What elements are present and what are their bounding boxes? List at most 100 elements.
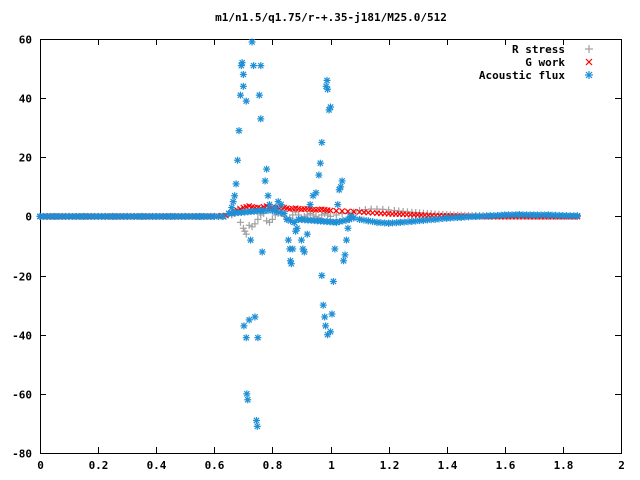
data-point [315, 171, 323, 179]
data-point [333, 207, 340, 214]
data-point [236, 91, 244, 99]
axis-ticks [40, 39, 622, 454]
data-point [321, 313, 329, 321]
data-point [350, 214, 358, 222]
x-tick-label: 0.6 [205, 459, 225, 472]
data-point [334, 201, 342, 209]
data-point [277, 201, 285, 209]
data-point [284, 236, 292, 244]
data-point [215, 212, 223, 220]
legend-label: Acoustic flux [479, 69, 565, 82]
data-point [331, 245, 339, 253]
x-tick-label: 1.6 [496, 459, 516, 472]
data-point [219, 212, 227, 220]
data-point [337, 183, 345, 191]
data-point [573, 212, 581, 220]
data-point [264, 192, 272, 200]
y-tick-label: -20 [12, 271, 32, 284]
legend-label: R stress [512, 43, 565, 56]
data-point [287, 260, 295, 268]
x-tick-label: 1 [328, 459, 335, 472]
data-point [338, 177, 346, 185]
data-point [250, 62, 258, 70]
data-point [268, 215, 276, 223]
data-point [232, 180, 240, 188]
data-point [257, 115, 265, 123]
data-point [242, 334, 250, 342]
series-acoustic-flux [36, 38, 581, 430]
y-tick-label: 40 [19, 93, 32, 106]
data-point [344, 208, 351, 215]
x-tick-label: 1.8 [554, 459, 574, 472]
data-point [318, 272, 326, 280]
data-point [324, 85, 332, 93]
data-point [254, 334, 262, 342]
legend-marker [585, 71, 593, 79]
plot-frame [40, 39, 622, 454]
data-point [241, 227, 249, 235]
data-point [239, 224, 247, 232]
data-point [323, 76, 331, 84]
data-point [258, 248, 266, 256]
data-point [300, 248, 308, 256]
data-point [236, 218, 244, 226]
data-point [344, 224, 352, 232]
data-point [253, 422, 261, 430]
data-point [248, 38, 256, 46]
x-tick-label: 2 [618, 459, 625, 472]
x-tick-label: 0.8 [263, 459, 283, 472]
y-tick-label: 0 [25, 211, 32, 224]
data-point [235, 127, 243, 135]
data-point [322, 322, 330, 330]
data-point [327, 103, 334, 111]
data-point [342, 236, 350, 244]
data-point [234, 156, 242, 164]
data-point [243, 390, 251, 398]
data-point [319, 301, 327, 309]
data-point [229, 198, 237, 206]
data-point [265, 201, 273, 209]
data-point [245, 316, 253, 324]
data-point [264, 207, 272, 215]
data-point [263, 165, 271, 173]
data-point [239, 82, 247, 90]
data-point [240, 322, 248, 330]
data-point [339, 208, 346, 215]
data-point [293, 224, 301, 232]
data-point [289, 245, 297, 253]
x-tick-label: 0.2 [89, 459, 109, 472]
data-point [231, 192, 239, 200]
data-point [242, 97, 250, 105]
data-point [290, 218, 298, 226]
data-point [332, 211, 340, 219]
legend-marker [585, 58, 593, 66]
data-point [328, 310, 336, 318]
series-layer [36, 38, 581, 430]
data-point [312, 189, 320, 197]
x-tick-label: 1.4 [438, 459, 458, 472]
data-point [297, 236, 305, 244]
data-point [149, 212, 157, 220]
y-tick-label: 60 [19, 34, 32, 47]
data-point [255, 91, 263, 99]
x-tick-label: 1.2 [380, 459, 400, 472]
data-point [350, 208, 357, 215]
legend-marker [585, 45, 593, 53]
data-point [261, 177, 269, 185]
y-tick-label: -60 [12, 389, 32, 402]
data-point [327, 328, 334, 336]
data-point [280, 209, 288, 217]
data-point [247, 236, 255, 244]
x-tick-label: 0.4 [147, 459, 167, 472]
y-tick-label: -40 [12, 330, 32, 343]
data-point [251, 313, 259, 321]
data-point [251, 220, 259, 228]
tick-labels: 0 0.2 0.4 0.6 0.8 1 1.2 1.4 1.6 1.8 2 -80 -60 -40 -20 0… [12, 34, 625, 473]
data-point [244, 396, 252, 404]
data-point [329, 277, 337, 285]
data-point [238, 59, 246, 67]
data-point [254, 215, 262, 223]
data-point [257, 62, 265, 70]
